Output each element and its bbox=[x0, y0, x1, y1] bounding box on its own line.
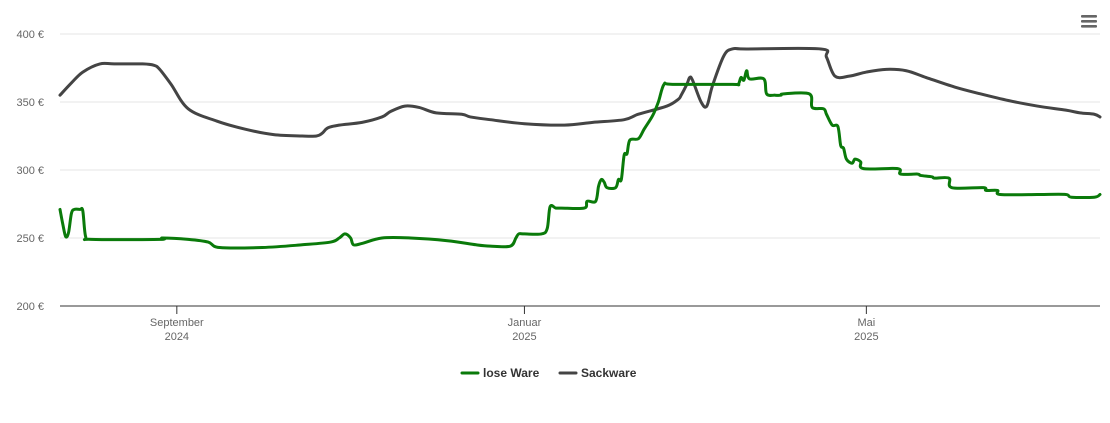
y-tick-label: 350 € bbox=[16, 97, 44, 109]
x-tick-month: Mai bbox=[857, 317, 875, 329]
series bbox=[58, 46, 1102, 250]
x-tick-month: Januar bbox=[508, 317, 542, 329]
legend-item-sackware[interactable]: Sackware bbox=[558, 366, 637, 380]
y-tick-label: 300 € bbox=[16, 165, 44, 177]
x-tick-year: 2024 bbox=[165, 331, 189, 343]
x-axis: September 2024 Januar 2025 Mai 2025 bbox=[150, 306, 879, 343]
y-tick-label: 400 € bbox=[16, 29, 44, 41]
y-axis: 400 € 350 € 300 € 250 € 200 € bbox=[16, 29, 44, 313]
y-tick-label: 250 € bbox=[16, 233, 44, 245]
legend[interactable]: lose Ware Sackware bbox=[460, 366, 637, 380]
hamburger-menu-icon[interactable] bbox=[1077, 10, 1101, 32]
legend-item-lose-ware[interactable]: lose Ware bbox=[460, 366, 540, 380]
menu-bar-bottom bbox=[1081, 25, 1097, 28]
x-tick-year: 2025 bbox=[512, 331, 536, 343]
series-line-sackware[interactable] bbox=[58, 46, 1102, 138]
menu-bar-top bbox=[1081, 15, 1097, 18]
menu-bar-middle bbox=[1081, 20, 1097, 23]
grid bbox=[60, 33, 1100, 239]
y-tick-label: 200 € bbox=[16, 301, 44, 313]
series-line-lose-ware[interactable] bbox=[58, 69, 1102, 250]
legend-label: Sackware bbox=[581, 366, 637, 380]
x-tick-month: September bbox=[150, 317, 204, 329]
x-tick-year: 2025 bbox=[854, 331, 878, 343]
legend-label: lose Ware bbox=[483, 366, 540, 380]
